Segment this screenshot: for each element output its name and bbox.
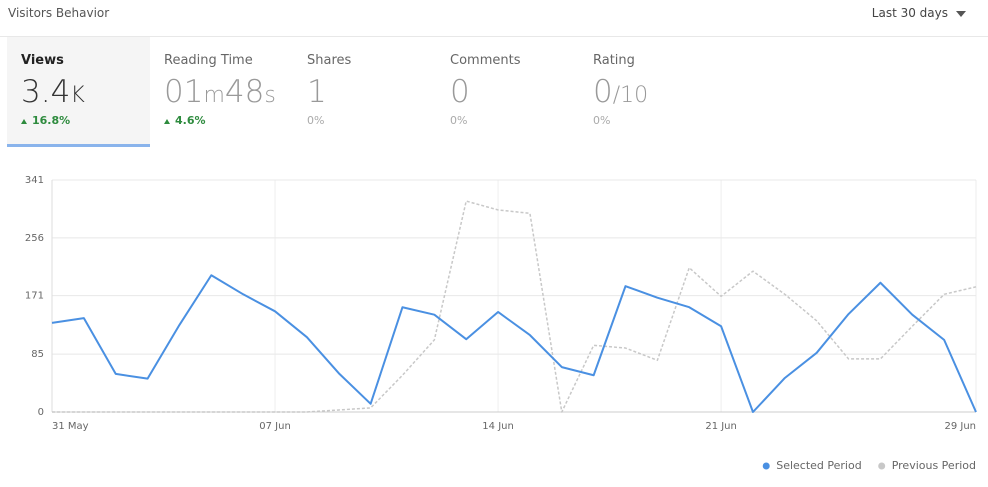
legend-swatch (878, 462, 886, 470)
divider (0, 36, 988, 37)
y-tick-label: 256 (25, 233, 44, 244)
metric-label: Reading Time (164, 53, 253, 68)
metric-change-value: 16.8% (32, 114, 71, 127)
legend-label: Previous Period (892, 459, 976, 472)
metric-tabs: Views 3.4K 16.8% Reading Time 01m48s 4.6% Shar… (7, 37, 722, 147)
dropdown-arrow (956, 10, 966, 17)
legend-label: Selected Period (776, 459, 861, 472)
header-title: Visitors Behavior (8, 6, 110, 20)
metric-value-part: 0 (593, 74, 613, 110)
metric-value-part: 3.4 (21, 74, 71, 110)
metric-change-value: 0% (593, 114, 611, 127)
trend-up-icon (164, 118, 170, 124)
metric-label: Comments (450, 53, 521, 68)
metric-value-part: 48 (224, 74, 265, 110)
x-tick-label: 21 Jun (705, 421, 737, 432)
y-tick-label: 0 (38, 407, 44, 418)
metric-label: Rating (593, 53, 635, 68)
x-tick-label: 14 Jun (482, 421, 514, 432)
metric-value: 0 (450, 74, 579, 112)
metric-value-part: s (264, 83, 276, 108)
metric-change-value: 4.6% (175, 114, 206, 127)
x-tick-label: 29 Jun (944, 421, 976, 432)
metric-value-part: 0 (450, 74, 470, 110)
metric-change: 16.8% (21, 114, 150, 127)
metric-tab[interactable]: Shares 1 0% (293, 37, 436, 147)
metric-value-part: K (70, 83, 85, 108)
metric-label: Views (21, 53, 64, 68)
range-dropdown[interactable]: Last 30 days (872, 6, 966, 20)
metric-value-part: 01 (164, 74, 204, 110)
y-tick-label: 85 (31, 349, 44, 360)
metric-tab[interactable]: Rating 0/10 0% (579, 37, 722, 147)
chart: 31 May 07 Jun 14 Jun 21 Jun 29 Jun 0 85 171 256 3… (25, 175, 977, 472)
y-tick-label: 171 (25, 291, 44, 302)
metric-tab[interactable]: Reading Time 01m48s 4.6% (150, 37, 293, 147)
metric-value: 3.4K (21, 74, 150, 112)
series-line (51, 274, 977, 413)
metric-value: 01m48s (164, 74, 293, 112)
trend-up-icon (21, 118, 27, 124)
metric-change: 4.6% (164, 114, 293, 127)
metric-change: 0% (450, 114, 579, 127)
metric-value-part: /10 (612, 83, 649, 108)
metric-change: 0% (593, 114, 722, 127)
series-line (52, 200, 977, 413)
metric-value-part: m (203, 83, 225, 108)
range-label: Last 30 days (871, 6, 948, 20)
metric-change-value: 0% (450, 114, 468, 127)
metric-change-value: 0% (307, 114, 325, 127)
metric-value-part: 1 (307, 74, 327, 110)
metric-tab[interactable]: Views 3.4K 16.8% (7, 37, 150, 147)
metric-value: 1 (307, 74, 436, 112)
metric-change: 0% (307, 114, 436, 127)
metric-value: 0/10 (593, 74, 722, 112)
metric-tab[interactable]: Comments 0 0% (436, 37, 579, 147)
y-tick-label: 341 (25, 175, 44, 186)
metric-label: Shares (307, 53, 352, 68)
legend-swatch (762, 462, 770, 470)
x-tick-label: 07 Jun (259, 421, 291, 432)
x-tick-label: 31 May (52, 421, 89, 432)
